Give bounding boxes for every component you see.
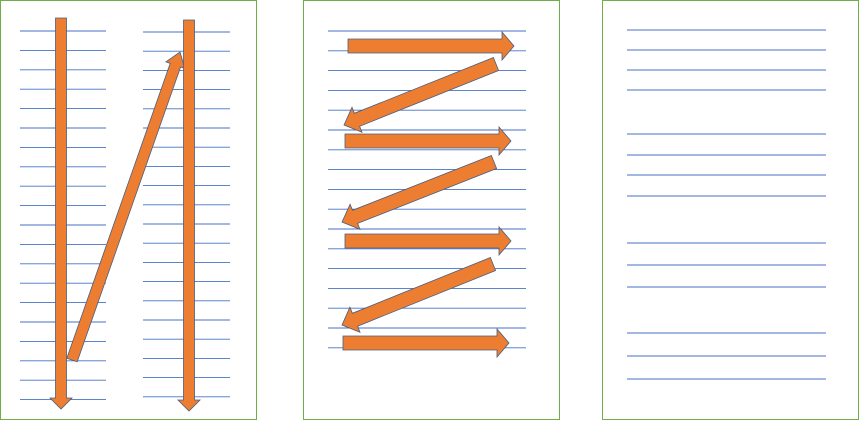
arrow-diagonal-up (66, 51, 186, 363)
arrow-down-left-column (49, 17, 73, 410)
panel-zigzag (303, 0, 560, 420)
page-frame (602, 0, 859, 420)
paragraph-lines (627, 29, 826, 380)
panel-two-column (0, 0, 257, 420)
arrow-down-right-column (177, 19, 201, 412)
reading-arrows (49, 17, 201, 412)
reading-arrows (341, 30, 515, 359)
arrow-back-left (343, 56, 500, 134)
panel-paragraphs (602, 0, 859, 420)
arrow-right (347, 30, 515, 62)
arrow-right (344, 225, 512, 257)
page-frame (303, 0, 560, 420)
arrow-back-left (341, 154, 498, 231)
arrow-right (344, 125, 512, 157)
arrow-right (342, 327, 510, 359)
arrow-back-left (341, 256, 497, 334)
